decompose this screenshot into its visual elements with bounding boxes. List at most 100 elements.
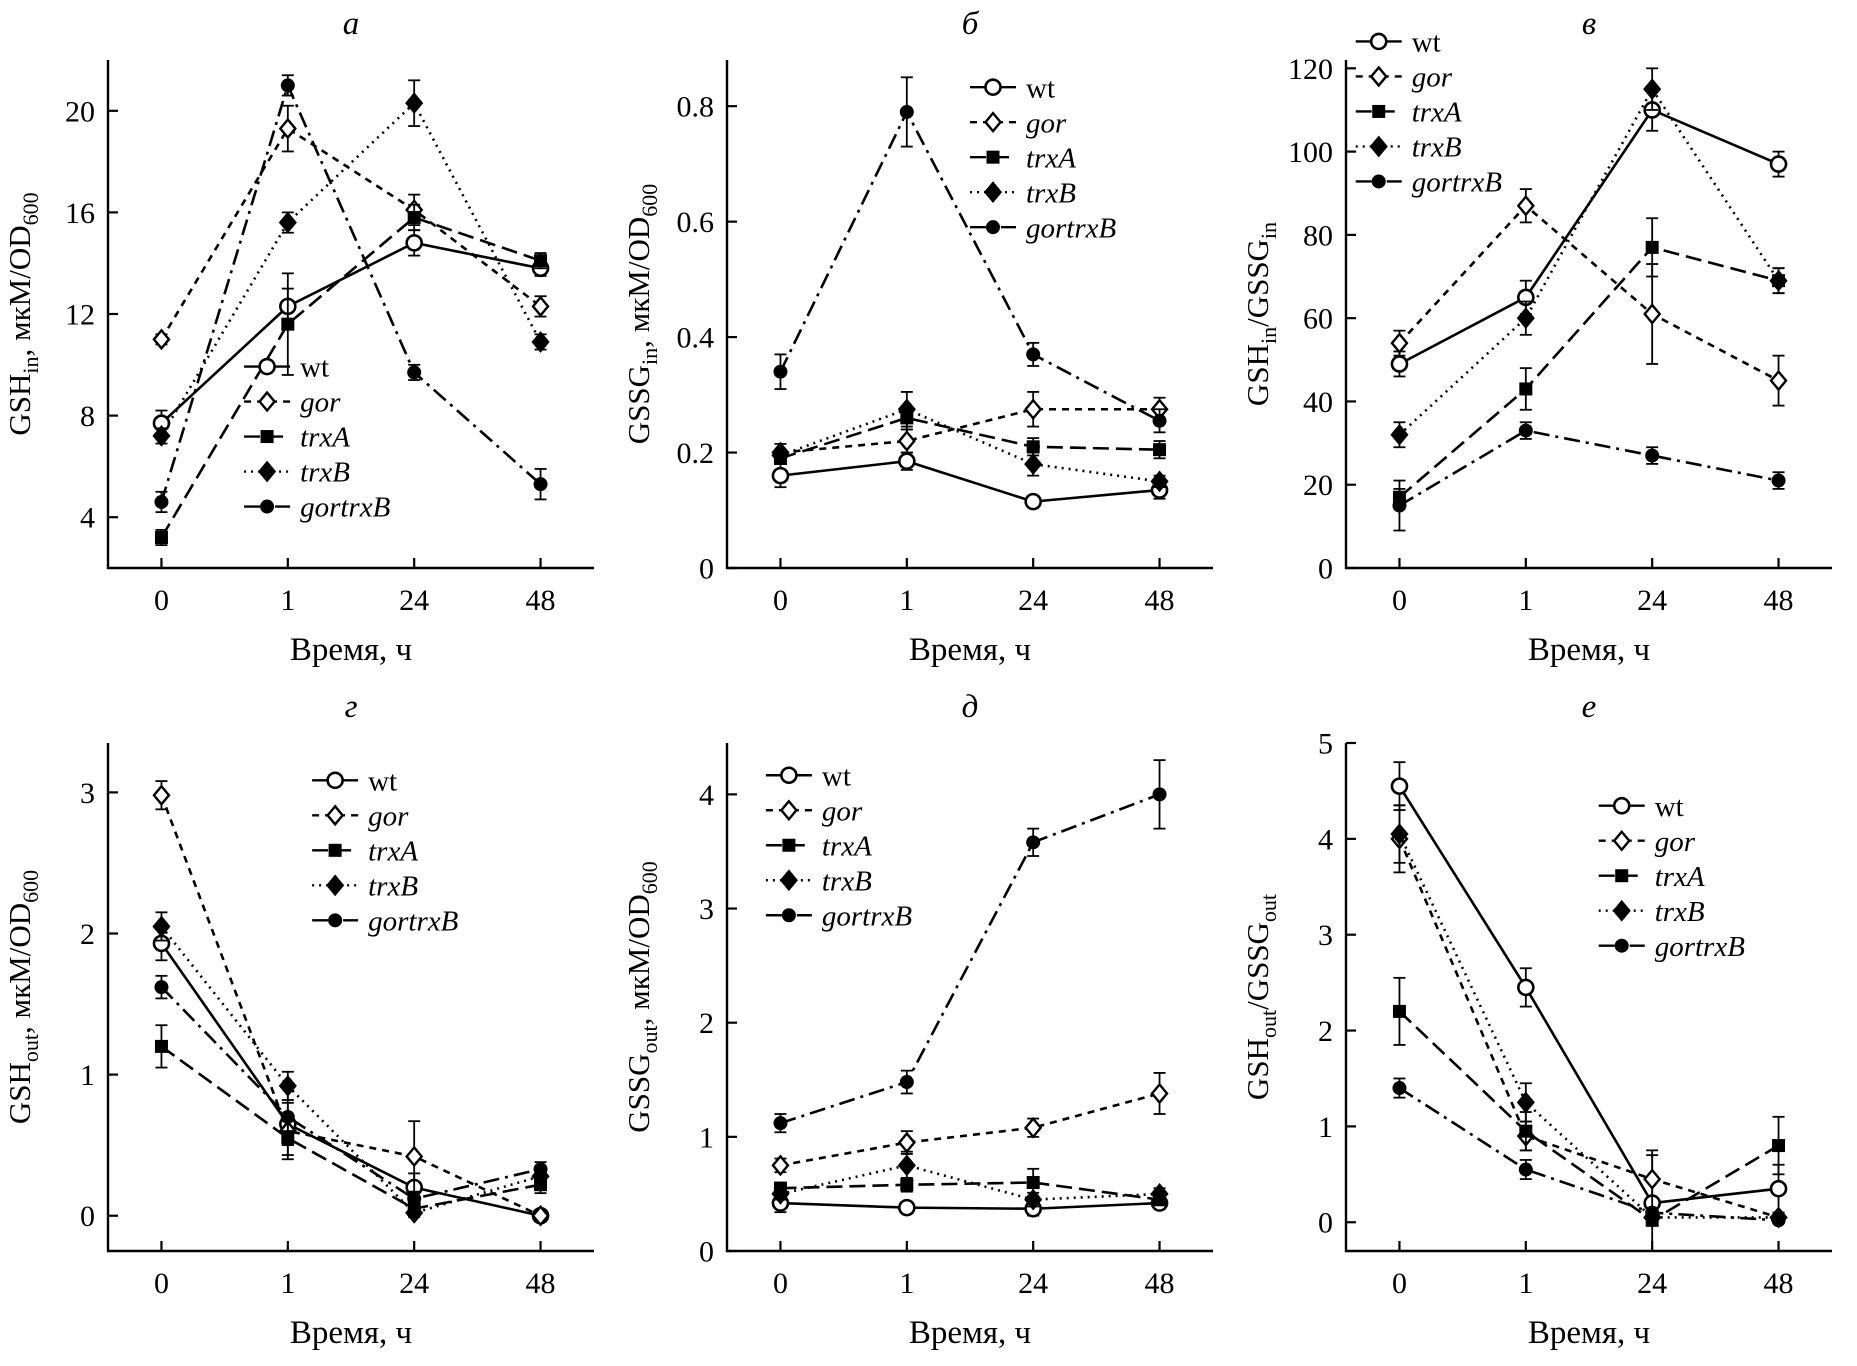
series-line (160, 1045, 541, 1211)
series-line (160, 925, 541, 1215)
panel-g-chart: 0 1 2 3 0 1 24 48 Время, ч GSHout, мкМ/OD600 г wt go… (0, 683, 619, 1366)
x-tick-label: 1 (1518, 584, 1533, 617)
x-tick-label: 48 (1145, 1267, 1175, 1300)
legend-label-gor: gor (1412, 62, 1453, 94)
legend-label-wt: wt (822, 760, 851, 792)
y-tick-label: 20 (1303, 469, 1333, 502)
panel-letter: д (962, 689, 979, 725)
x-tick-label: 24 (1018, 1267, 1048, 1300)
y-tick-label: 8 (80, 400, 95, 433)
legend-label-trxA: trxA (368, 835, 418, 867)
series-gortrxB (154, 74, 548, 514)
legend-label-gortrxB: gortrxB (822, 900, 913, 932)
legend-label-wt: wt (368, 765, 397, 797)
x-tick-label: 48 (1764, 1267, 1794, 1300)
series-markers (771, 1082, 1169, 1177)
series-markers (152, 92, 550, 447)
series-trxB (1390, 67, 1788, 449)
y-tick-label: 100 (1288, 136, 1333, 169)
legend-label-gor: gor (368, 800, 409, 832)
error-bars (1393, 217, 1785, 507)
error-bars (155, 911, 547, 1219)
x-tick-label: 1 (899, 1267, 914, 1300)
series-markers (773, 1176, 1167, 1207)
panel-v-chart: 0 20 40 60 80 100 120 0 1 24 48 Время, ч GSHin/GSSGi… (1238, 0, 1857, 683)
error-bars (1393, 188, 1785, 407)
y-axis-ticks: 4 8 12 16 20 (65, 95, 118, 535)
panel-letter: а (343, 6, 360, 42)
series-wt (771, 1193, 1169, 1218)
x-axis-label: Время, ч (290, 632, 412, 668)
legend-label-gortrxB: gortrxB (300, 492, 391, 524)
y-tick-label: 1 (80, 1059, 95, 1092)
error-bars (155, 79, 547, 445)
x-tick-label: 0 (773, 1267, 788, 1300)
series-trxA (1392, 217, 1786, 507)
y-tick-label: 0 (699, 553, 714, 586)
series-line (160, 794, 542, 1217)
y-tick-label: 0 (80, 1200, 95, 1233)
y-tick-label: 4 (699, 779, 714, 812)
series-line (160, 81, 542, 503)
y-axis-label: GSSGout, мкМ/OD600 (621, 861, 662, 1133)
series-wt (152, 925, 550, 1225)
legend-label-wt: wt (300, 352, 329, 384)
panel-d-chart: 0 1 2 3 4 0 1 24 48 Время, ч GSSGout, мкМ/OD600 д wt… (619, 683, 1238, 1366)
series-line (780, 1181, 1160, 1201)
y-tick-label: 5 (1318, 728, 1333, 761)
y-tick-label: 12 (65, 299, 95, 332)
series-markers (773, 104, 1167, 428)
series-trxA (773, 1167, 1167, 1207)
y-tick-label: 0.8 (677, 91, 715, 124)
x-tick-label: 0 (154, 584, 169, 617)
y-axis-label: GSHout, мкМ/OD600 (2, 870, 43, 1124)
panel-b-chart: 0 0.2 0.4 0.6 0.8 0 1 24 48 Время, ч GSSGin, мкМ/O… (619, 0, 1238, 683)
legend-label-trxA: trxA (300, 422, 350, 454)
series-line (780, 1201, 1160, 1211)
y-tick-label: 3 (1318, 919, 1333, 952)
x-tick-label: 48 (526, 584, 556, 617)
series-trxB (771, 1150, 1169, 1211)
error-bars (774, 1150, 1166, 1208)
y-tick-label: 0 (1318, 553, 1333, 586)
x-axis-ticks: 0 1 24 48 (154, 558, 556, 617)
series-markers (152, 784, 550, 1227)
series-line (160, 241, 541, 425)
x-axis-ticks: 0 1 24 48 (773, 558, 1175, 617)
error-bars (774, 451, 1166, 509)
x-tick-label: 1 (1518, 1267, 1533, 1300)
x-tick-label: 24 (399, 584, 429, 617)
x-axis-label: Время, ч (1528, 632, 1650, 668)
series-trxA (154, 203, 548, 547)
axes (106, 743, 594, 1253)
error-bars (774, 76, 1166, 434)
x-tick-label: 24 (1018, 584, 1048, 617)
series-gor (771, 391, 1169, 464)
error-bars (155, 925, 547, 1223)
chart-svg: 0 1 2 3 4 0 1 24 48 Время, ч GSSGout, мкМ/OD600 д wt… (621, 689, 1213, 1351)
series-markers (773, 411, 1167, 465)
legend-label-gor: gor (1026, 107, 1067, 139)
legend-label-trxB: trxB (300, 457, 350, 489)
y-axis-label: GSHin, мкМ/OD600 (2, 192, 43, 435)
axes (725, 743, 1213, 1253)
error-bars (155, 1024, 547, 1217)
y-axis-ticks: 0 20 40 60 80 100 120 (1288, 53, 1356, 586)
series-markers (771, 452, 1169, 511)
series-line (780, 459, 1160, 503)
series-gor (771, 1072, 1169, 1177)
series-line (160, 986, 541, 1201)
error-bars (1393, 421, 1785, 532)
series-markers (1390, 777, 1788, 1212)
axes (106, 60, 594, 570)
series-line (1398, 1086, 1779, 1222)
series-trxA (154, 1024, 548, 1217)
error-bars (774, 1072, 1166, 1174)
error-bars (1393, 976, 1785, 1227)
legend-label-gortrxB: gortrxB (1412, 167, 1503, 199)
legend-label-gor: gor (300, 387, 341, 419)
